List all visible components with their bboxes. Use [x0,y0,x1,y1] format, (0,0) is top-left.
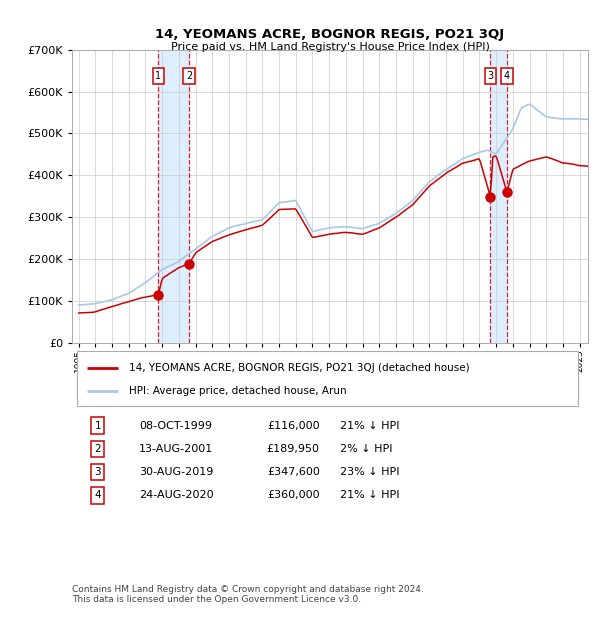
Text: HPI: Average price, detached house, Arun: HPI: Average price, detached house, Arun [129,386,346,396]
Text: 21% ↓ HPI: 21% ↓ HPI [340,421,400,431]
FancyBboxPatch shape [77,352,578,406]
Text: £189,950: £189,950 [266,444,320,454]
Text: £347,600: £347,600 [267,467,320,477]
Text: 1: 1 [94,421,101,431]
Text: 13-AUG-2001: 13-AUG-2001 [139,444,214,454]
Text: 2: 2 [94,444,101,454]
Text: 08-OCT-1999: 08-OCT-1999 [139,421,212,431]
Text: £360,000: £360,000 [267,490,320,500]
Text: 14, YEOMANS ACRE, BOGNOR REGIS, PO21 3QJ (detached house): 14, YEOMANS ACRE, BOGNOR REGIS, PO21 3QJ… [129,363,469,373]
Text: 30-AUG-2019: 30-AUG-2019 [139,467,214,477]
Text: 2% ↓ HPI: 2% ↓ HPI [340,444,393,454]
Text: 24-AUG-2020: 24-AUG-2020 [139,490,214,500]
Text: Contains HM Land Registry data © Crown copyright and database right 2024.
This d: Contains HM Land Registry data © Crown c… [72,585,424,604]
Text: £116,000: £116,000 [267,421,320,431]
Text: 3: 3 [487,71,494,81]
Text: 4: 4 [504,71,510,81]
Text: 14, YEOMANS ACRE, BOGNOR REGIS, PO21 3QJ: 14, YEOMANS ACRE, BOGNOR REGIS, PO21 3QJ [155,28,505,41]
Text: 1: 1 [155,71,161,81]
Text: 2: 2 [186,71,193,81]
Text: Price paid vs. HM Land Registry's House Price Index (HPI): Price paid vs. HM Land Registry's House … [170,42,490,51]
Text: 4: 4 [94,490,101,500]
Bar [490,50,507,343]
Text: 23% ↓ HPI: 23% ↓ HPI [340,467,400,477]
Text: 3: 3 [94,467,101,477]
Bar [158,50,189,343]
Text: 21% ↓ HPI: 21% ↓ HPI [340,490,400,500]
